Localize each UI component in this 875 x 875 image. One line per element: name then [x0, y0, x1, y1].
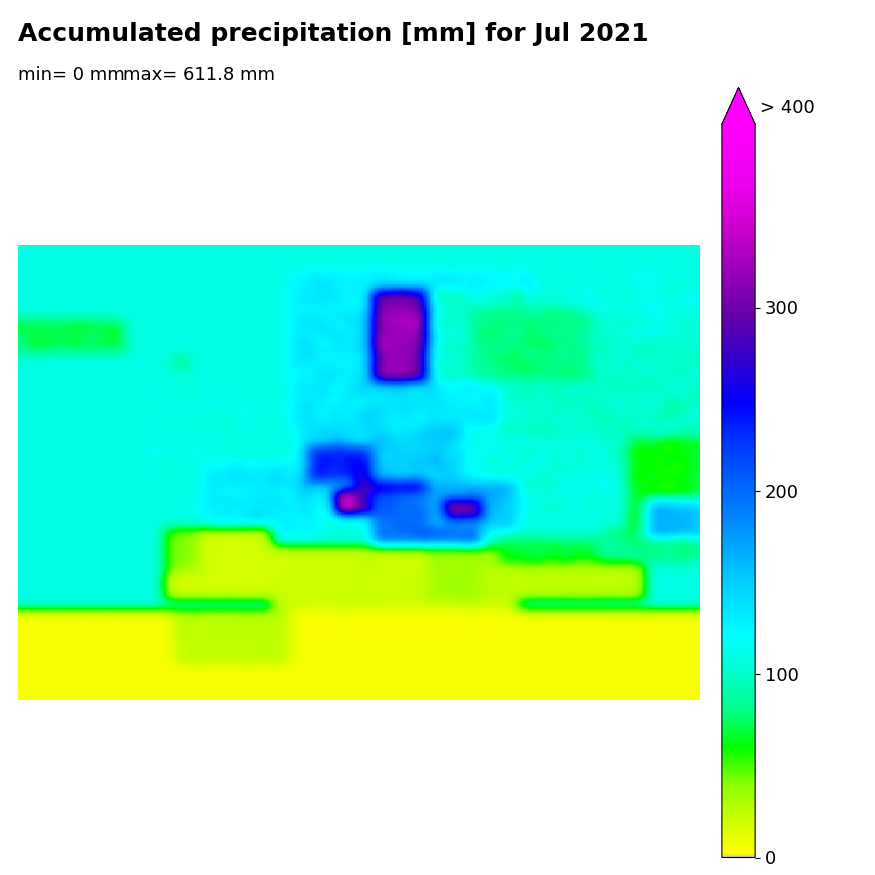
Text: > 400: > 400 — [760, 99, 815, 117]
PathPatch shape — [722, 88, 755, 124]
Text: Accumulated precipitation [mm] for Jul 2021: Accumulated precipitation [mm] for Jul 2… — [18, 22, 648, 46]
Text: max= 611.8 mm: max= 611.8 mm — [123, 66, 275, 84]
Text: min= 0 mm: min= 0 mm — [18, 66, 124, 84]
